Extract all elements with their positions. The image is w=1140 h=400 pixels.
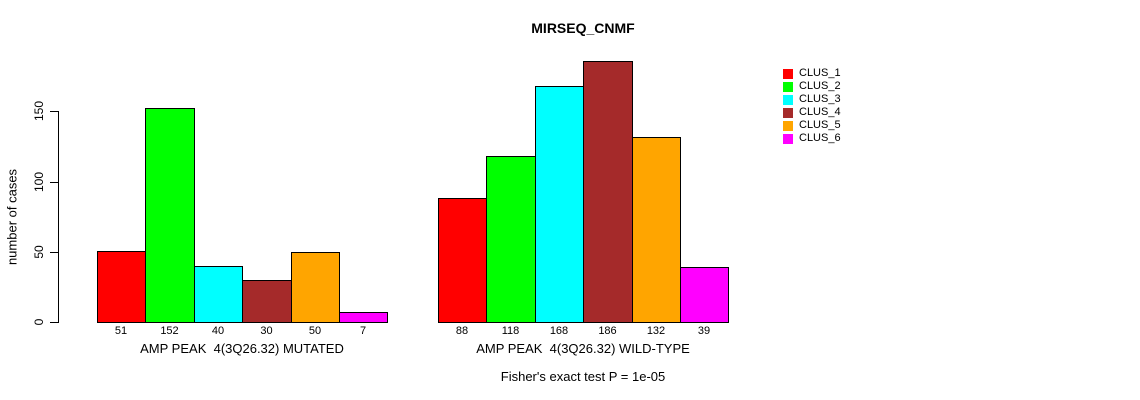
group-x-axis-label: AMP PEAK 4(3Q26.32) WILD-TYPE: [476, 341, 690, 356]
legend-item: CLUS_6: [783, 132, 841, 145]
bar-clus_2: [145, 108, 195, 323]
bar-clus_4: [242, 280, 292, 323]
legend-label: CLUS_1: [799, 67, 841, 79]
legend-item: CLUS_3: [783, 93, 841, 106]
y-tick: [50, 252, 58, 253]
bar-value-label: 39: [697, 325, 711, 337]
bar-clus_3: [535, 86, 584, 323]
legend-item: CLUS_2: [783, 80, 841, 93]
bar-clus_3: [194, 266, 243, 323]
bar-value-label: 118: [501, 325, 520, 337]
bar-clus_1: [97, 251, 146, 323]
legend-item: CLUS_5: [783, 119, 841, 132]
bar-value-label: 40: [211, 325, 225, 337]
legend: CLUS_1 CLUS_2 CLUS_3 CLUS_4 CLUS_5 CLUS_6: [783, 67, 841, 145]
y-tick: [50, 182, 58, 183]
y-tick: [50, 322, 58, 323]
legend-label: CLUS_6: [799, 132, 841, 144]
bar-clus_6: [339, 312, 388, 323]
legend-swatch-icon: [783, 133, 793, 144]
bar-value-label: 88: [455, 325, 469, 337]
bar-value-label: 7: [359, 325, 367, 337]
legend-swatch-icon: [783, 120, 793, 131]
bar-clus_1: [438, 198, 487, 323]
legend-label: CLUS_4: [799, 106, 841, 118]
chart-title: MIRSEQ_CNMF: [531, 20, 635, 36]
legend-item: CLUS_1: [783, 67, 841, 80]
bar-value-label: 30: [260, 325, 273, 337]
legend-label: CLUS_5: [799, 119, 841, 131]
legend-swatch-icon: [783, 94, 793, 105]
bar-clus_4: [583, 61, 633, 323]
legend-label: CLUS_2: [799, 80, 841, 92]
y-axis-label: number of cases: [4, 168, 20, 266]
legend-label: CLUS_3: [799, 93, 841, 105]
bar-clus_2: [486, 156, 536, 323]
legend-item: CLUS_4: [783, 106, 841, 119]
bar-clus_5: [291, 252, 340, 323]
y-tick-label: 0: [32, 318, 46, 326]
bar-value-label: 186: [598, 325, 617, 337]
bar-clus_6: [680, 267, 729, 323]
bar-value-label: 51: [114, 325, 128, 337]
bar-clus_5: [632, 137, 681, 323]
bar-value-label: 168: [549, 325, 569, 337]
y-tick-label: 50: [32, 245, 46, 259]
bar-value-label: 132: [646, 325, 666, 337]
legend-swatch-icon: [783, 107, 793, 118]
bar-value-label: 50: [308, 325, 322, 337]
y-tick-label: 100: [32, 171, 46, 193]
legend-swatch-icon: [783, 68, 793, 79]
y-tick-label: 150: [32, 100, 46, 122]
y-tick: [50, 111, 58, 112]
group-x-axis-label: AMP PEAK 4(3Q26.32) MUTATED: [140, 341, 344, 356]
bar-value-label: 152: [160, 325, 179, 337]
fisher-test-annotation: Fisher's exact test P = 1e-05: [500, 369, 666, 384]
legend-swatch-icon: [783, 81, 793, 92]
y-axis-line: [58, 111, 59, 323]
